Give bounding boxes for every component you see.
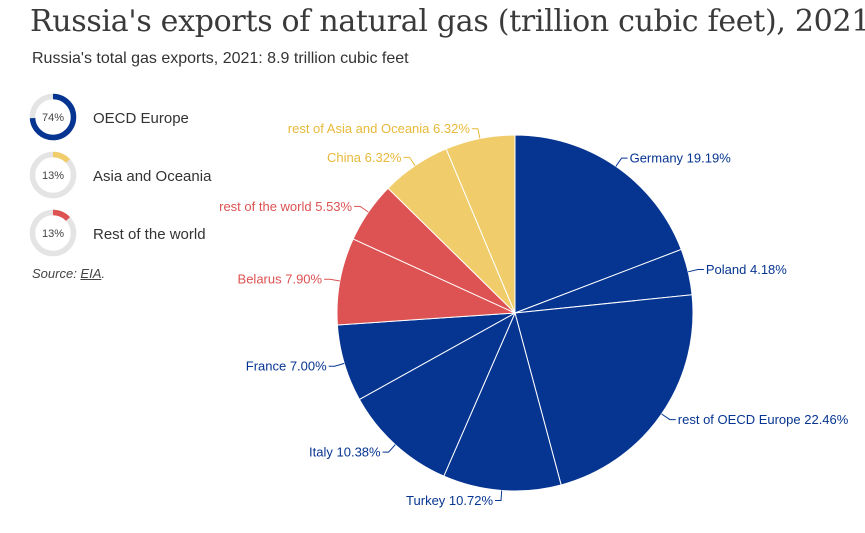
slice-label-rest-of-oecd-europe: rest of OECD Europe 22.46% [678,412,849,427]
legend-donut-asia-oceania: 13% [29,151,77,199]
leader-line-italy [382,444,396,453]
source-suffix: . [101,266,106,281]
source-link[interactable]: EIA [80,266,102,281]
leader-line-rest-of-the-world [354,205,369,213]
source-prefix: Source: [32,266,81,281]
pie-slices [336,134,694,492]
pie-slice-rest-of-oecd-europe[interactable] [514,294,694,486]
leader-line-france [328,362,345,367]
pie-slice-rest-of-asia-and-oceania[interactable] [445,134,516,314]
slice-label-poland: Poland 4.18% [706,262,787,277]
leader-line-rest-of-asia-and-oceania [471,128,481,139]
donut-arc [29,93,77,141]
leader-line-turkey [495,490,503,501]
chart-subtitle: Russia's total gas exports, 2021: 8.9 tr… [32,50,409,67]
legend-percent: 13% [42,170,64,182]
legend-label: Rest of the world [93,226,206,243]
leader-line-germany [615,157,628,167]
slice-label-china: China 6.32% [327,150,402,165]
slice-label-rest-of-asia-and-oceania: rest of Asia and Oceania 6.32% [288,121,471,136]
legend: 74% OECD Europe 13% Asia and Oceania 13%… [28,92,228,266]
slice-label-turkey: Turkey 10.72% [406,493,493,508]
source-note: Source: EIA. [32,266,105,281]
leader-line-rest-of-oecd-europe [661,413,676,421]
slice-label-rest-of-the-world: rest of the world 5.53% [219,199,352,214]
legend-donut-rest-of-world: 13% [29,209,77,257]
donut-arc [29,209,77,257]
donut-arc [29,151,77,199]
legend-label: OECD Europe [93,110,189,127]
slice-label-germany: Germany 19.19% [630,151,732,166]
legend-percent: 74% [42,112,64,124]
pie-leader-lines [324,128,704,501]
slice-label-belarus: Belarus 7.90% [238,272,323,287]
pie-slice-italy[interactable] [358,311,517,477]
legend-item-rest-of-world: 13% Rest of the world [28,208,228,266]
legend-label: Asia and Oceania [93,168,212,185]
slice-label-italy: Italy 10.38% [309,445,381,460]
legend-donut-oecd-europe: 74% [29,93,77,141]
leader-line-poland [688,269,704,273]
legend-item-asia-oceania: 13% Asia and Oceania [28,150,228,208]
leader-line-belarus [324,278,340,282]
legend-item-oecd-europe: 74% OECD Europe [28,92,228,150]
legend-percent: 13% [42,228,64,240]
pie-slice-turkey[interactable] [443,311,562,492]
pie-labels: Germany 19.19% Poland 4.18% rest of OECD E… [219,121,849,508]
chart-title: Russia's exports of natural gas (trillio… [30,4,865,39]
leader-line-china [403,156,416,166]
slice-label-france: France 7.00% [246,359,327,374]
